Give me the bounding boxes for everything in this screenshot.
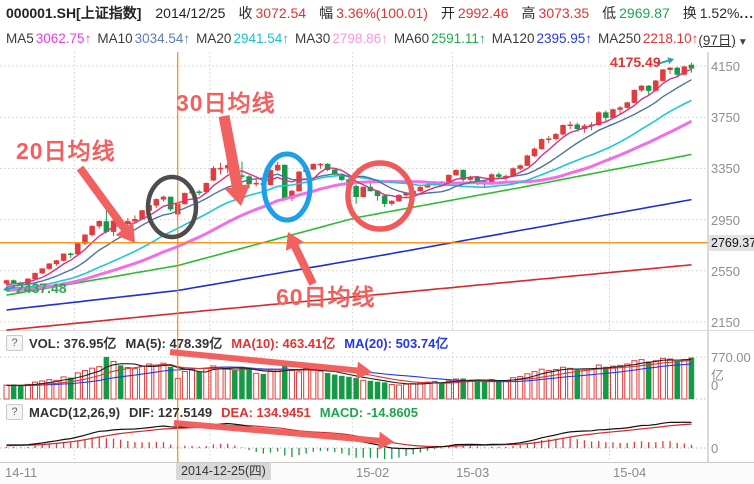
vol-ma10-value: MA(10): 463.41亿 (231, 333, 335, 352)
time-axis-label: 15-02 (356, 465, 389, 480)
price-axis-label: 3350 (711, 161, 740, 176)
period-selector[interactable]: (97日)▼ (698, 29, 747, 49)
price-axis-label: 2950 (711, 213, 740, 228)
volume-axis-label: 0 (711, 378, 718, 393)
highest-price-label: 4175.49 (610, 54, 661, 70)
ma30-annotation: 30日均线 (176, 84, 276, 118)
time-axis-label: 15-04 (613, 465, 646, 480)
chevron-down-icon: ▼ (738, 37, 748, 48)
vol-value: VOL: 376.95亿 (29, 333, 116, 352)
price-axis-label: 2550 (711, 264, 740, 279)
vol-ma20-value: MA(20): 503.74亿 (344, 333, 448, 352)
more-button[interactable]: ... (739, 5, 754, 21)
macd-help-icon[interactable]: ? (6, 404, 23, 420)
macd-zero-label: 0 (711, 441, 718, 456)
macd-name: MACD(12,26,9) (29, 405, 120, 420)
dea-value: DEA: 134.9451 (221, 405, 311, 420)
quote-date: 2014/12/25 (155, 5, 225, 21)
macd-value: MACD: -14.8605 (320, 405, 418, 420)
price-axis-label: 4150 (711, 59, 740, 74)
crosshair-date-label: 2014-12-25(四) (176, 463, 271, 480)
vol-ma5-value: MA(5): 478.39亿 (125, 333, 222, 352)
price-axis-label: 2150 (711, 315, 740, 330)
price-axis-label: 3750 (711, 110, 740, 125)
ma60-annotation: 60日均线 (276, 278, 376, 312)
symbol-name: 000001.SH[上证指数] (6, 3, 141, 23)
lowest-price-label: 2437.48 (16, 280, 67, 296)
time-axis-label: 14-11 (5, 465, 37, 480)
time-axis-label: 15-03 (456, 465, 489, 480)
macd-header: ? MACD(12,26,9) DIF: 127.5149 DEA: 134.9… (0, 404, 427, 420)
volume-header: ? VOL: 376.95亿 MA(5): 478.39亿 MA(10): 46… (0, 333, 457, 352)
ma20-annotation: 20日均线 (16, 132, 116, 166)
crosshair-price-label: 2769.37 (709, 235, 754, 251)
vol-help-icon[interactable]: ? (6, 335, 23, 351)
dif-value: DIF: 127.5149 (129, 405, 212, 420)
